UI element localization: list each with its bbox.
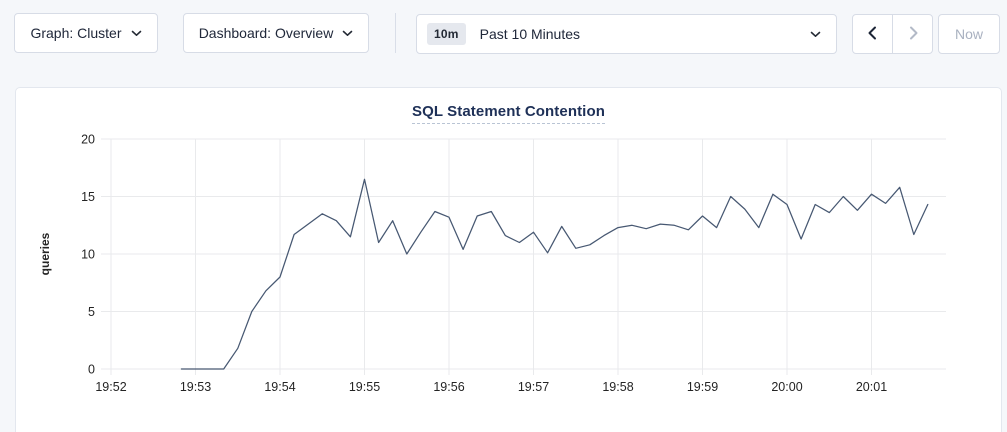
next-window-button[interactable] [893,15,932,53]
svg-text:15: 15 [81,190,95,204]
chart-card: 0 5 10 15 20 19:52 19:53 19:54 19:55 19:56 19:57 19… [15,87,1002,432]
svg-text:queries: queries [38,232,52,275]
sql-statement-contention-chart[interactable]: 0 5 10 15 20 19:52 19:53 19:54 19:55 19:56 19:57 19… [16,88,1003,432]
svg-text:5: 5 [88,305,95,319]
chart-title[interactable]: SQL Statement Contention [412,103,605,124]
graph-dropdown-label: Graph: Cluster [30,25,122,41]
svg-text:19:56: 19:56 [433,380,464,394]
svg-text:19:59: 19:59 [687,380,718,394]
svg-text:19:54: 19:54 [264,380,295,394]
chevron-right-icon [904,24,922,45]
time-window-badge: 10m [427,23,466,45]
svg-text:19:58: 19:58 [602,380,633,394]
graph-dropdown[interactable]: Graph: Cluster [14,13,158,53]
previous-window-button[interactable] [853,15,893,53]
time-shift-button-group [852,14,933,54]
chevron-down-icon [810,31,821,38]
svg-text:0: 0 [88,363,95,377]
svg-text:19:55: 19:55 [349,380,380,394]
svg-text:20:00: 20:00 [771,380,802,394]
dashboard-dropdown-label: Dashboard: Overview [198,25,334,41]
dashboard-dropdown[interactable]: Dashboard: Overview [183,13,369,53]
chevron-down-icon [342,30,353,37]
chevron-down-icon [131,30,142,37]
time-window-label: Past 10 Minutes [479,26,581,42]
svg-text:19:53: 19:53 [180,380,211,394]
toolbar-divider [395,13,396,53]
svg-text:10: 10 [81,248,95,262]
time-window-picker[interactable]: 10m Past 10 Minutes [416,14,837,54]
svg-text:19:52: 19:52 [95,380,126,394]
now-button[interactable]: Now [938,14,1000,54]
now-button-label: Now [954,26,983,42]
svg-text:20:01: 20:01 [856,380,887,394]
chevron-left-icon [864,24,882,45]
svg-text:20: 20 [81,133,95,147]
svg-text:19:57: 19:57 [518,380,549,394]
